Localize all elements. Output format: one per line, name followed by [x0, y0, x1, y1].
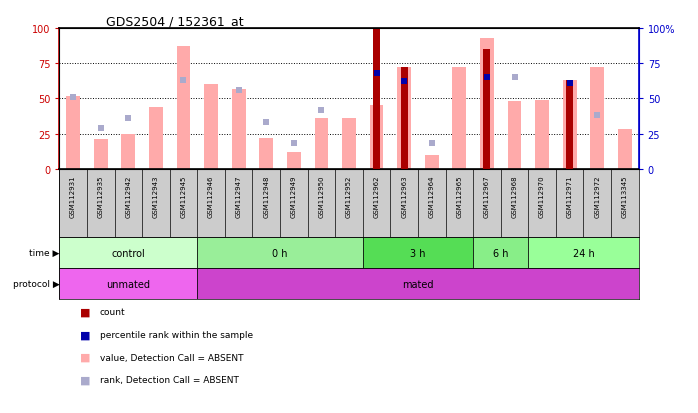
Text: GSM112950: GSM112950	[318, 175, 325, 217]
Text: 6 h: 6 h	[493, 248, 508, 258]
Bar	[198, 268, 639, 299]
Bar	[94, 140, 107, 169]
Bar	[473, 237, 528, 268]
Bar	[535, 100, 549, 169]
Bar	[342, 119, 356, 169]
Bar	[563, 81, 577, 169]
Text: GSM112945: GSM112945	[181, 175, 186, 217]
Text: ■: ■	[80, 352, 91, 362]
Text: GSM112948: GSM112948	[263, 175, 269, 217]
Bar	[149, 107, 163, 169]
Text: protocol ▶: protocol ▶	[13, 280, 59, 288]
Text: GSM112971: GSM112971	[567, 175, 572, 217]
Bar	[177, 47, 191, 169]
Text: percentile rank within the sample: percentile rank within the sample	[100, 330, 253, 339]
Bar	[59, 268, 198, 299]
Text: GSM112967: GSM112967	[484, 175, 490, 217]
Text: GSM112963: GSM112963	[401, 175, 407, 217]
Text: 24 h: 24 h	[572, 248, 595, 258]
Bar	[363, 237, 473, 268]
Text: GDS2504 / 152361_at: GDS2504 / 152361_at	[105, 15, 244, 28]
Bar	[480, 39, 493, 169]
Bar	[59, 237, 198, 268]
Text: mated: mated	[402, 279, 433, 289]
Text: rank, Detection Call = ABSENT: rank, Detection Call = ABSENT	[100, 375, 239, 385]
Bar	[484, 50, 491, 169]
Bar	[121, 134, 135, 169]
Text: GSM112962: GSM112962	[373, 175, 380, 217]
Text: GSM112965: GSM112965	[456, 175, 462, 217]
Text: 0 h: 0 h	[272, 248, 288, 258]
Text: GSM112964: GSM112964	[429, 175, 435, 217]
Text: GSM112946: GSM112946	[208, 175, 214, 217]
Bar	[618, 130, 632, 169]
Text: count: count	[100, 307, 126, 316]
Text: GSM112970: GSM112970	[539, 175, 545, 217]
Bar	[591, 68, 604, 169]
Bar	[370, 106, 383, 169]
Bar	[198, 237, 363, 268]
Text: GSM112935: GSM112935	[98, 175, 104, 217]
Text: ■: ■	[80, 330, 91, 339]
Bar	[287, 152, 301, 169]
Bar	[373, 29, 380, 169]
Text: ■: ■	[80, 375, 91, 385]
Bar	[66, 96, 80, 169]
Text: GSM112942: GSM112942	[126, 175, 131, 217]
Bar	[452, 68, 466, 169]
Text: GSM112947: GSM112947	[236, 175, 242, 217]
Bar	[425, 155, 438, 169]
Bar	[528, 237, 639, 268]
Text: value, Detection Call = ABSENT: value, Detection Call = ABSENT	[100, 353, 244, 362]
Bar	[232, 89, 246, 169]
Text: GSM112949: GSM112949	[291, 175, 297, 217]
Bar	[205, 85, 218, 169]
Text: unmated: unmated	[106, 279, 150, 289]
Text: GSM112931: GSM112931	[70, 175, 76, 217]
Bar	[397, 68, 411, 169]
Text: control: control	[112, 248, 145, 258]
Bar	[260, 138, 273, 169]
Bar	[401, 68, 408, 169]
Bar	[566, 81, 573, 169]
Bar	[507, 102, 521, 169]
Text: 3 h: 3 h	[410, 248, 426, 258]
Text: GSM112968: GSM112968	[512, 175, 517, 217]
Bar	[315, 119, 328, 169]
Text: ■: ■	[80, 307, 91, 317]
Text: GSM113345: GSM113345	[622, 175, 628, 217]
Text: time ▶: time ▶	[29, 249, 59, 257]
Text: GSM112972: GSM112972	[594, 175, 600, 217]
Text: GSM112943: GSM112943	[153, 175, 159, 217]
Text: GSM112952: GSM112952	[346, 175, 352, 217]
